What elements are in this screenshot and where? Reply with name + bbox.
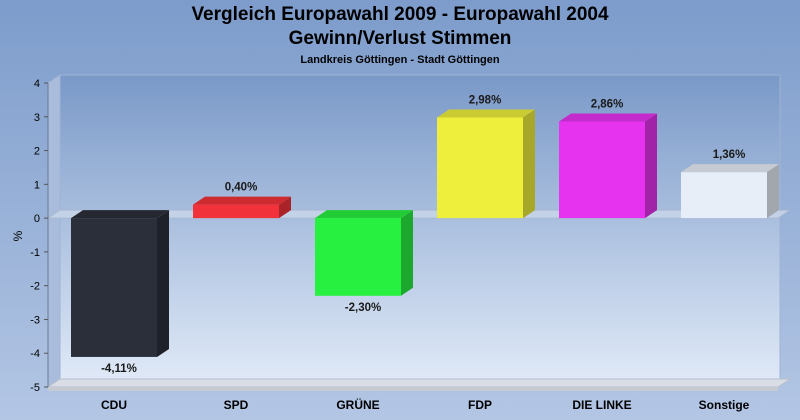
bar-side (767, 164, 779, 219)
plot-left-wall (47, 74, 61, 388)
data-label: 2,86% (591, 99, 624, 111)
bar-side (645, 113, 657, 219)
bar (681, 172, 767, 219)
x-tick-label: GRÜNE (336, 397, 379, 412)
data-label: -4,11% (101, 363, 137, 375)
bar-top (193, 196, 291, 205)
x-tick-label: Sonstige (699, 398, 750, 412)
bar (559, 121, 645, 219)
y-tick-label: -5 (30, 382, 40, 394)
chart-subtitle: Gewinn/Verlust Stimmen (288, 28, 512, 49)
bar-side (401, 210, 413, 296)
data-label: -2,30% (345, 302, 381, 314)
y-axis-label: % (11, 230, 25, 241)
chart-title: Vergleich Europawahl 2009 - Europawahl 2… (191, 4, 609, 25)
bar (193, 204, 279, 219)
y-tick-label: -3 (30, 314, 40, 326)
y-tick-label: 4 (34, 78, 40, 90)
plot-back-wall (59, 74, 781, 380)
x-tick-label: DIE LINKE (572, 398, 631, 412)
y-tick-label: -4 (30, 348, 40, 360)
bar-side (523, 109, 535, 219)
y-tick-label: 2 (34, 146, 40, 158)
y-tick-label: 3 (34, 112, 40, 124)
x-tick-label: SPD (224, 398, 249, 412)
y-tick-label: 0 (34, 213, 40, 225)
data-label: 2,98% (469, 94, 502, 106)
y-tick-label: -1 (30, 247, 40, 259)
plot-floor (46, 378, 792, 388)
data-label: 0,40% (225, 182, 258, 194)
bar-top (681, 164, 779, 173)
y-tick-label: -2 (30, 281, 40, 293)
data-label: 1,36% (713, 149, 746, 161)
y-tick-label: 1 (34, 179, 40, 191)
x-tick-label: CDU (101, 398, 127, 412)
bar (437, 117, 523, 219)
bar-top (71, 210, 169, 219)
bar-top (559, 113, 657, 122)
bar-side (157, 210, 169, 357)
chart-caption: Landkreis Göttingen - Stadt Göttingen (300, 54, 500, 66)
bar-side (279, 196, 291, 219)
bar (71, 218, 157, 357)
bar-top (437, 109, 535, 118)
bar (315, 218, 401, 296)
plot-floor-edge (48, 387, 778, 391)
bar-top (315, 210, 413, 219)
x-tick-label: FDP (468, 398, 492, 412)
